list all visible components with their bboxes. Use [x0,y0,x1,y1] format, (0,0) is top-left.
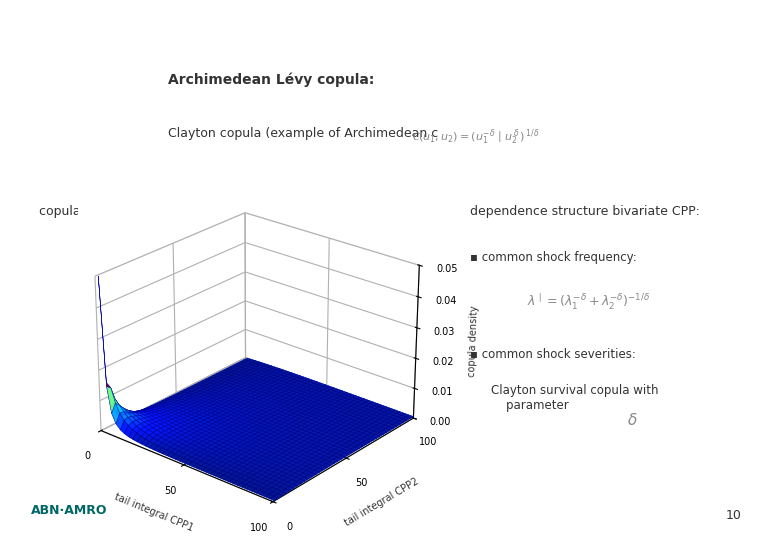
Text: 10: 10 [725,509,741,522]
Text: Clayton copula (example of Archimedean c: Clayton copula (example of Archimedean c [168,127,438,140]
Text: copula density:: copula density: [39,205,134,219]
X-axis label: tail integral CPP1: tail integral CPP1 [113,491,194,533]
Text: $\delta$: $\delta$ [627,412,638,428]
Text: ▪ common shock severities:: ▪ common shock severities: [470,348,636,361]
Text: Archimedean Lévy copula:: Archimedean Lévy copula: [168,72,374,87]
Text: Clayton survival copula with
    parameter: Clayton survival copula with parameter [491,384,658,413]
Text: $\mathcal{C}(u_1, u_2) = (u_1^{-\delta} \mid u_2^{\;\delta})^{\;1/\delta}$: $\mathcal{C}(u_1, u_2) = (u_1^{-\delta} … [412,127,540,147]
Text: ABN·AMRO: ABN·AMRO [31,504,108,517]
Text: dependence structure bivariate CPP:: dependence structure bivariate CPP: [470,205,700,219]
Text: $\lambda^{\mid} = (\lambda_1^{-\delta} + \lambda_2^{-\delta})^{-1/\delta}$: $\lambda^{\mid} = (\lambda_1^{-\delta} +… [527,293,651,312]
Text: ▪ common shock frequency:: ▪ common shock frequency: [470,252,636,265]
Y-axis label: tail integral CPP2: tail integral CPP2 [343,476,420,528]
